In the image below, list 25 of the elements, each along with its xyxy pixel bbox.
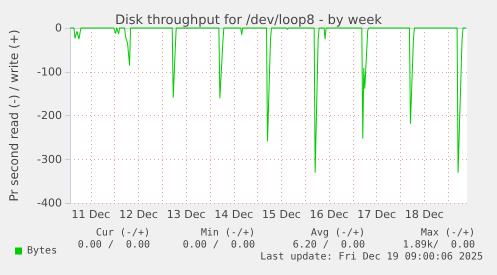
- text: 1.89k/ 0.00: [402, 240, 475, 250]
- x-tick-label: 15 Dec: [262, 208, 301, 221]
- x-tick-label: 12 Dec: [119, 208, 158, 221]
- x-tick-label: 17 Dec: [357, 208, 396, 221]
- x-tick-label: 13 Dec: [166, 208, 206, 221]
- y-axis-title: Pr second read (-) / write (+): [7, 30, 21, 202]
- legend-label: Bytes: [27, 246, 58, 256]
- text: 6.20 / 0.00: [292, 240, 365, 250]
- text: Avg (-/+): [310, 228, 365, 238]
- text: Max (-/+): [420, 228, 475, 238]
- text: Cur (-/+): [96, 228, 150, 238]
- text: Last update: Fri Dec 19 09:00:06 2025: [260, 252, 483, 262]
- x-tick-label: 18 Dec: [404, 208, 444, 221]
- chart-title: Disk throughput for /dev/loop8 - by week: [115, 13, 382, 28]
- text: 0.00 / 0.00: [78, 240, 150, 250]
- y-tick-label: 0: [55, 22, 62, 34]
- x-tick-label: 11 Dec: [71, 208, 110, 221]
- x-tick-label: 14 Dec: [214, 208, 254, 221]
- y-tick-label: -100: [37, 65, 62, 78]
- y-tick-label: -300: [37, 152, 62, 166]
- y-tick-label: -400: [37, 196, 62, 210]
- text: 0.00 / 0.00: [182, 240, 255, 250]
- text: Min (-/+): [200, 228, 255, 238]
- x-tick-label: 16 Dec: [310, 208, 348, 221]
- y-tick-label: -200: [37, 109, 62, 122]
